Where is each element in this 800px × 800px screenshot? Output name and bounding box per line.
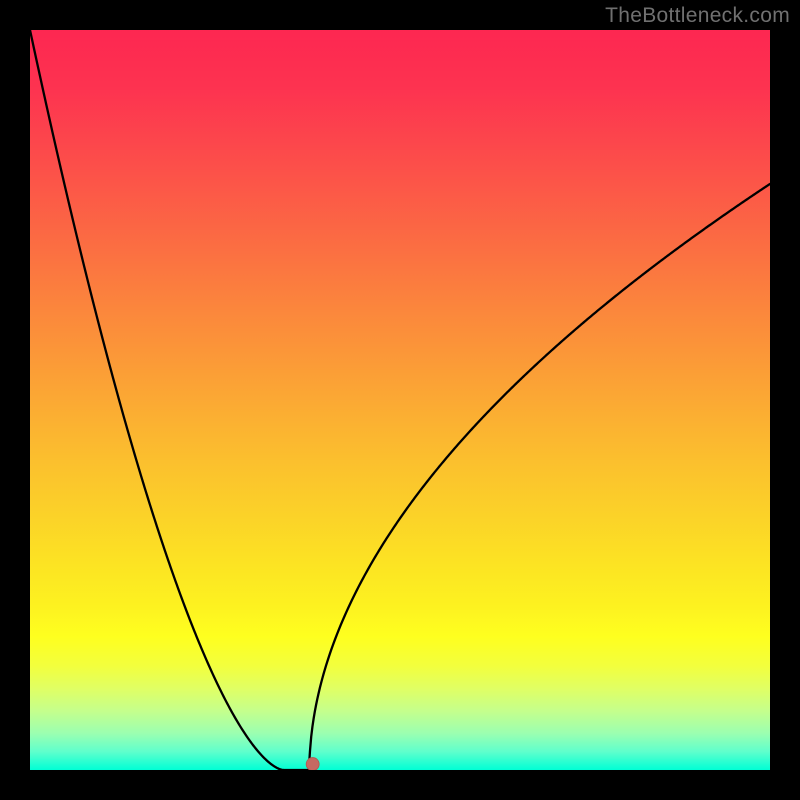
chart-container: TheBottleneck.com	[0, 0, 800, 800]
bottleneck-curve	[30, 30, 770, 770]
watermark-text: TheBottleneck.com	[605, 4, 790, 28]
curve-overlay	[30, 30, 770, 770]
trough-marker	[306, 758, 319, 770]
plot-area	[30, 30, 770, 770]
